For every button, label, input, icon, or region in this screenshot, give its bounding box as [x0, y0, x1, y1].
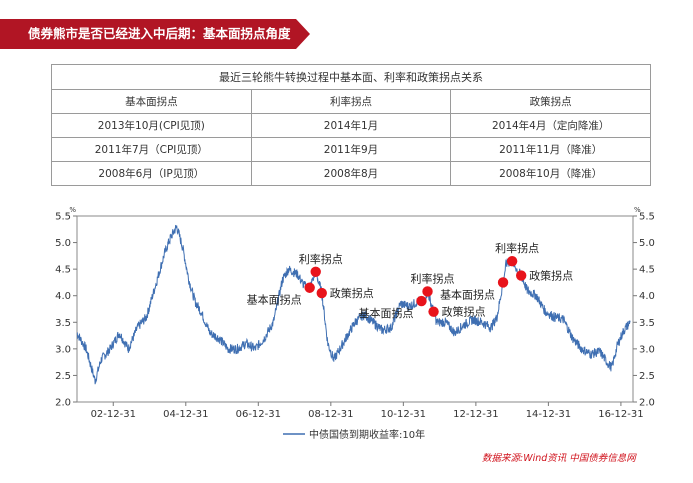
turning-point-marker [422, 286, 433, 297]
y-unit-left: % [69, 206, 76, 214]
y-tick-label-left: 2.5 [55, 371, 71, 382]
y-tick-label-left: 4.5 [55, 265, 71, 276]
table-cell: 2014年4月（定向降准） [450, 113, 651, 138]
turning-point-label: 基本面拐点 [440, 287, 495, 301]
table-cell: 2013年10月(CPI见顶) [51, 113, 252, 138]
table-cell: 2011年11月（降准） [450, 137, 651, 162]
turning-point-marker [497, 277, 509, 288]
turning-point-marker [310, 266, 321, 277]
y-tick-label-left: 5.0 [55, 238, 71, 249]
y-tick-label-left: 3.5 [55, 318, 71, 329]
table-cell: 2011年9月 [250, 137, 452, 162]
y-tick-label-left: 5.5 [55, 212, 71, 223]
x-tick-label: 14-12-31 [526, 409, 571, 420]
plot-frame [76, 215, 634, 403]
y-tick-label-right: 3.0 [639, 344, 655, 355]
table-header-cell: 利率拐点 [250, 89, 452, 114]
y-tick-label-right: 2.5 [639, 371, 655, 382]
turning-point-marker [428, 306, 439, 317]
x-tick-label: 06-12-31 [236, 409, 281, 420]
x-tick-label: 12-12-31 [453, 409, 498, 420]
source-note: 数据来源:Wind资讯 中国债券信息网 [482, 453, 636, 464]
legend-label: 中债国债到期收益率:10年 [309, 428, 425, 441]
turning-point-label: 利率拐点 [495, 241, 539, 255]
table-row: 2013年10月(CPI见顶) 2014年1月 2014年4月（定向降准） [51, 113, 651, 138]
turning-point-table: 最近三轮熊牛转换过程中基本面、利率和政策拐点关系 基本面拐点 利率拐点 政策拐点… [51, 64, 651, 186]
table-row: 2011年7月（CPI见顶） 2011年9月 2011年11月（降准） [51, 137, 651, 162]
turning-point-label: 政策拐点 [529, 269, 573, 283]
table-cell: 2008年6月（IP见顶） [51, 161, 252, 186]
title-banner: 债券熊市是否已经进入中后期：基本面拐点角度 [0, 19, 310, 49]
x-tick-label: 02-12-31 [91, 409, 136, 420]
table-cell: 2008年10月（降准） [450, 161, 651, 186]
y-tick-label-right: 4.0 [639, 291, 655, 302]
table-header-cell: 政策拐点 [450, 89, 651, 114]
turning-point-label: 基本面拐点 [247, 293, 302, 307]
y-tick-label-right: 4.5 [639, 265, 655, 276]
turning-point-label: 基本面拐点 [358, 306, 413, 320]
table-header-cell: 基本面拐点 [51, 89, 252, 114]
x-tick-label: 10-12-31 [381, 409, 426, 420]
y-tick-label-right: 5.5 [639, 212, 655, 223]
turning-point-marker [416, 295, 427, 307]
turning-point-label: 政策拐点 [330, 286, 374, 300]
y-tick-label-left: 4.0 [55, 291, 71, 302]
x-tick-label: 04-12-31 [163, 409, 208, 420]
table-caption: 最近三轮熊牛转换过程中基本面、利率和政策拐点关系 [51, 64, 651, 90]
table-cell: 2008年8月 [250, 161, 452, 186]
y-tick-label-left: 2.0 [55, 398, 71, 409]
turning-point-marker [316, 287, 327, 299]
table-row: 2008年6月（IP见顶） 2008年8月 2008年10月（降准） [51, 161, 651, 186]
y-tick-label-right: 5.0 [639, 238, 655, 249]
turning-point-label: 利率拐点 [411, 271, 455, 285]
turning-point-marker [506, 255, 518, 267]
y-tick-label-right: 3.5 [639, 318, 655, 329]
y-unit-right: % [634, 206, 641, 214]
yield-line-chart: 2.0 2.0 2.5 2.5 3.0 3.0 3.5 3.5 4.0 4.0 4.5 4.5 5.0 5… [55, 206, 655, 441]
turning-point-label: 政策拐点 [442, 305, 486, 319]
y-tick-label-left: 3.0 [55, 344, 71, 355]
table-cell: 2014年1月 [250, 113, 452, 138]
x-tick-label: 16-12-31 [598, 409, 643, 420]
x-tick-label: 08-12-31 [308, 409, 353, 420]
table-header-row: 基本面拐点 利率拐点 政策拐点 [51, 89, 651, 114]
y-tick-label-right: 2.0 [639, 398, 655, 409]
turning-point-marker [304, 282, 315, 293]
banner-title: 债券熊市是否已经进入中后期：基本面拐点角度 [28, 26, 291, 41]
table-cell: 2011年7月（CPI见顶） [51, 137, 252, 162]
turning-point-label: 利率拐点 [299, 252, 343, 266]
turning-point-marker [515, 270, 527, 281]
series-line-10y-yield [76, 224, 631, 385]
